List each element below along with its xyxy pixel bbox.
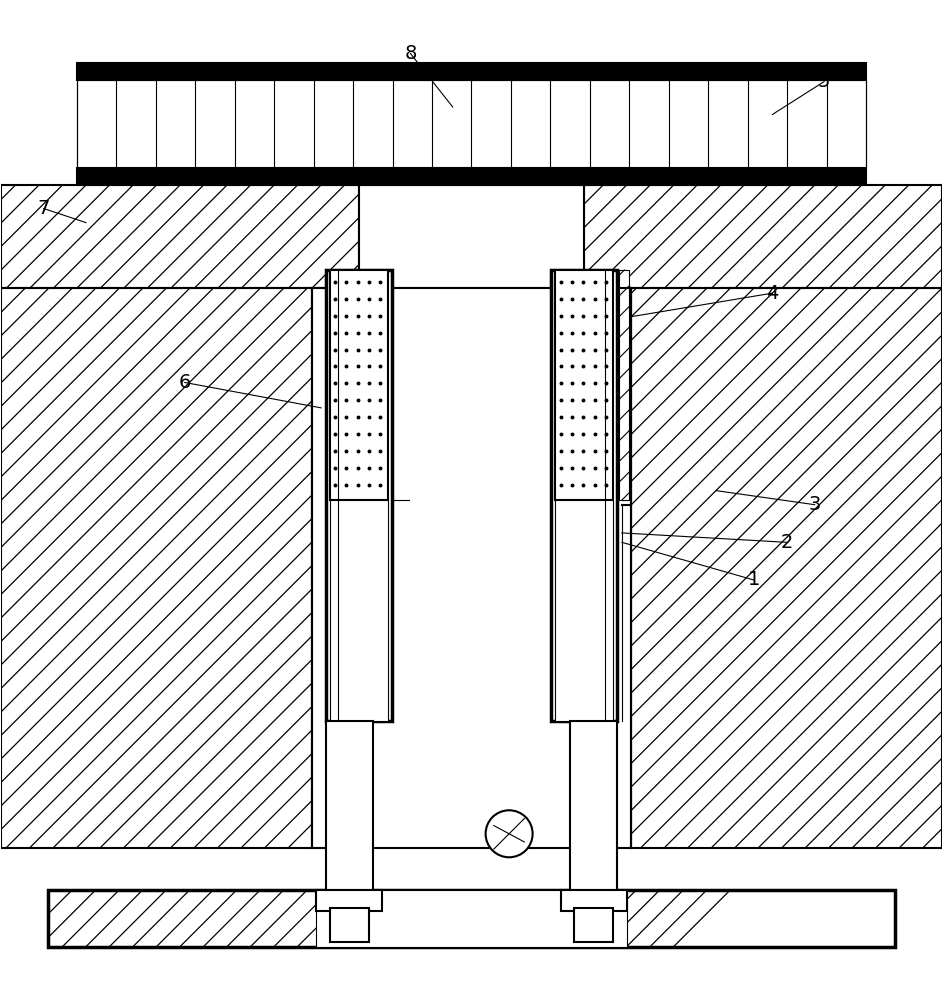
Text: 2: 2 xyxy=(780,533,793,552)
Bar xyxy=(325,721,372,890)
Bar xyxy=(552,270,618,721)
Text: 3: 3 xyxy=(808,495,820,514)
Bar xyxy=(585,185,942,288)
Bar xyxy=(76,80,867,168)
Text: 1: 1 xyxy=(748,570,760,589)
Bar xyxy=(312,288,631,848)
Bar xyxy=(627,890,895,947)
Bar xyxy=(316,890,627,947)
Text: 8: 8 xyxy=(405,44,417,63)
Bar xyxy=(561,890,627,911)
Bar xyxy=(358,185,585,288)
Bar xyxy=(631,288,942,848)
Bar xyxy=(316,890,382,911)
Bar xyxy=(1,288,312,848)
Bar xyxy=(631,288,942,848)
Bar xyxy=(620,270,630,500)
Bar xyxy=(329,908,369,942)
Bar xyxy=(1,185,358,288)
Text: 6: 6 xyxy=(178,373,190,392)
Text: 5: 5 xyxy=(818,72,831,91)
Bar xyxy=(325,270,391,721)
Bar xyxy=(76,168,867,185)
Bar xyxy=(585,185,942,288)
Bar xyxy=(555,270,614,500)
Bar xyxy=(1,185,358,288)
Bar xyxy=(48,890,895,947)
Bar xyxy=(571,721,618,890)
Text: 4: 4 xyxy=(766,284,779,303)
Bar xyxy=(555,500,614,721)
Bar xyxy=(329,500,388,721)
Bar xyxy=(1,288,312,848)
Bar xyxy=(329,270,388,500)
Bar xyxy=(48,890,316,947)
Bar xyxy=(76,63,867,80)
Text: 7: 7 xyxy=(38,199,50,218)
Circle shape xyxy=(486,810,533,857)
Bar xyxy=(574,908,614,942)
